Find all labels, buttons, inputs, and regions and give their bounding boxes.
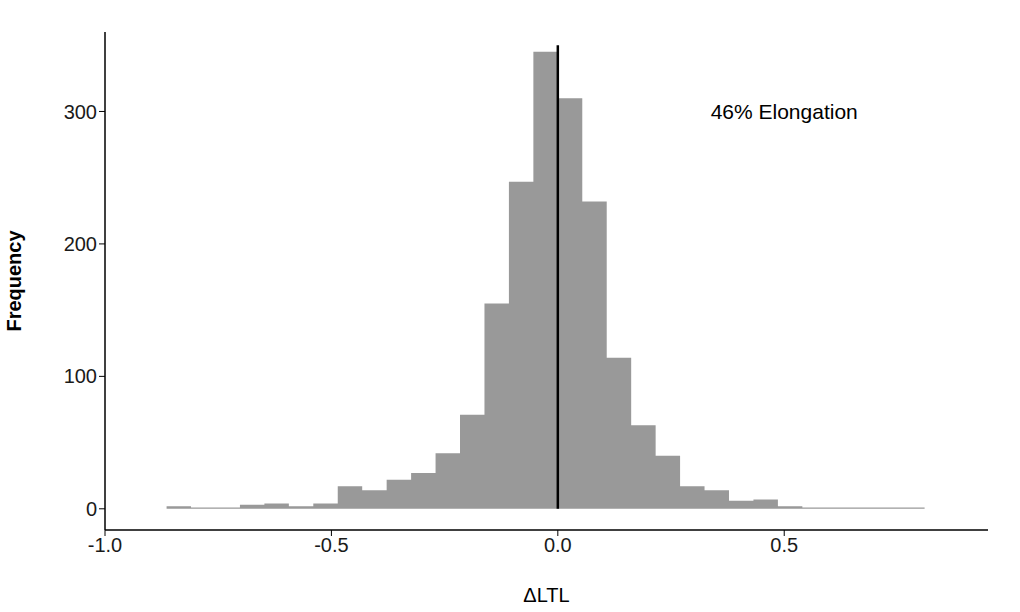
svg-text:-1.0: -1.0 [88, 534, 122, 556]
svg-text:0: 0 [86, 498, 97, 520]
svg-text:ΔLTL: ΔLTL [523, 584, 569, 606]
svg-text:300: 300 [64, 101, 97, 123]
svg-text:Frequency: Frequency [8, 230, 25, 332]
svg-text:0.0: 0.0 [544, 534, 572, 556]
svg-text:-0.5: -0.5 [314, 534, 348, 556]
svg-text:200: 200 [64, 233, 97, 255]
svg-text:100: 100 [64, 365, 97, 387]
svg-text:0.5: 0.5 [770, 534, 798, 556]
svg-text:46% Elongation: 46% Elongation [711, 100, 858, 123]
